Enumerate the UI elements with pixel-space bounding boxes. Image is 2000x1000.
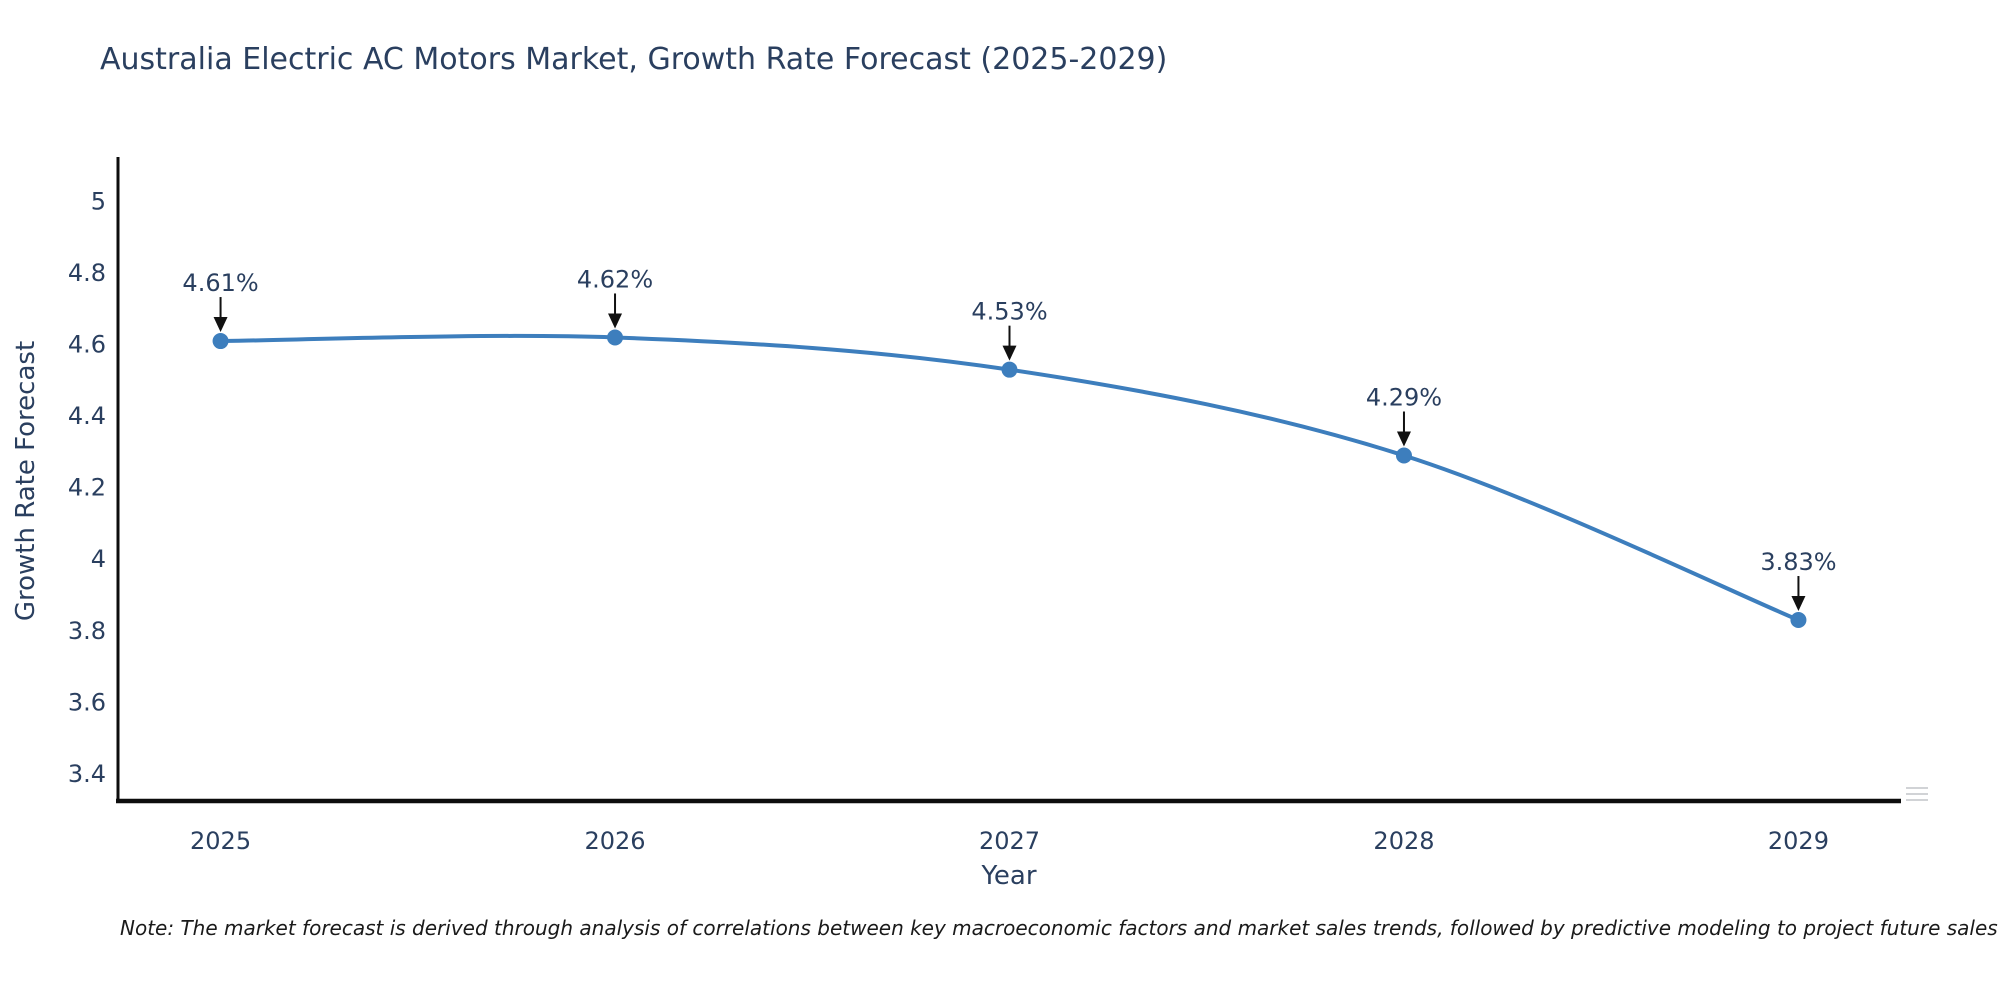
data-point-marker [607,329,624,346]
x-tick-label: 2027 [979,827,1040,855]
data-label: 4.29% [1366,384,1442,412]
x-tick-label: 2026 [584,827,645,855]
y-tick-label: 3.8 [68,617,106,645]
y-tick-label: 3.4 [68,760,106,788]
data-label: 3.83% [1760,548,1836,576]
data-label-arrowhead-icon [1002,345,1017,361]
data-label-arrowhead-icon [1791,596,1806,612]
data-point-marker [1001,361,1018,378]
data-point-marker [1395,447,1412,464]
y-tick-label: 4 [91,545,106,573]
data-label: 4.62% [577,265,653,293]
y-tick-label: 4.6 [68,331,106,359]
y-tick-label: 4.8 [68,259,106,287]
y-tick-label: 4.4 [68,402,106,430]
chart-note: Note: The market forecast is derived thr… [120,916,1998,940]
data-label: 4.53% [971,298,1047,326]
y-tick-label: 3.6 [68,688,106,716]
y-tick-label: 5 [91,188,106,216]
data-label-arrowhead-icon [213,317,228,333]
data-label-arrowhead-icon [1396,431,1411,447]
x-tick-label: 2028 [1373,827,1434,855]
data-label-arrowhead-icon [608,313,623,329]
series-line [218,333,1801,623]
chart-title: Australia Electric AC Motors Market, Gro… [100,42,1168,77]
x-tick-label: 2029 [1768,827,1829,855]
data-label: 4.61% [182,269,258,297]
x-tick-label: 2025 [190,827,251,855]
data-point-marker [212,333,229,350]
data-point-marker [1790,612,1807,629]
y-tick-label: 4.2 [68,474,106,502]
x-axis-title: Year [981,861,1037,891]
